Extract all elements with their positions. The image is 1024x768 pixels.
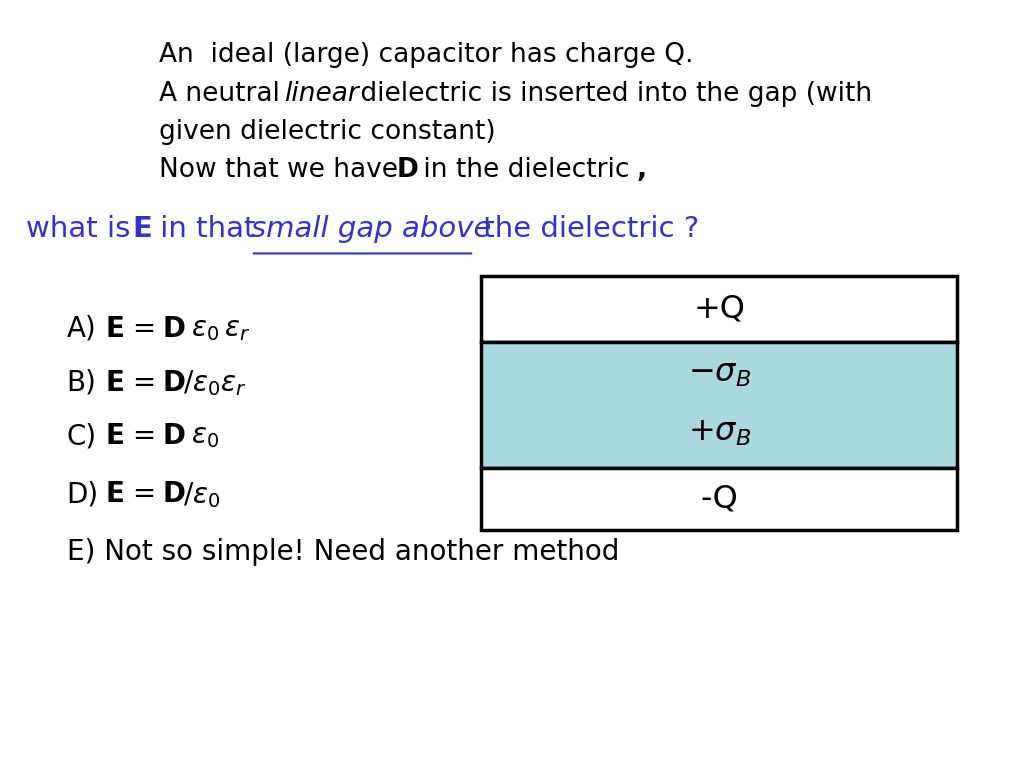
Text: A neutral: A neutral <box>159 81 288 107</box>
Text: dielectric is inserted into the gap (with: dielectric is inserted into the gap (wit… <box>352 81 872 107</box>
Text: in the dielectric: in the dielectric <box>415 157 629 184</box>
Text: =: = <box>124 315 165 343</box>
Text: $\varepsilon_0\,\varepsilon_r$: $\varepsilon_0\,\varepsilon_r$ <box>183 315 251 343</box>
Text: $-\sigma_B$: $-\sigma_B$ <box>688 358 751 389</box>
Bar <box>481 276 957 342</box>
Text: B): B) <box>67 369 96 396</box>
Bar <box>481 342 957 468</box>
Text: in that: in that <box>151 215 264 243</box>
Text: small gap above: small gap above <box>251 215 492 243</box>
Text: E: E <box>105 369 124 396</box>
Text: D): D) <box>67 480 98 508</box>
Text: An  ideal (large) capacitor has charge Q.: An ideal (large) capacitor has charge Q. <box>159 42 693 68</box>
Text: $/\varepsilon_0$: $/\varepsilon_0$ <box>183 480 220 510</box>
Text: D: D <box>163 480 185 508</box>
Text: linear: linear <box>284 81 358 107</box>
Text: =: = <box>124 369 165 396</box>
Text: E: E <box>105 315 124 343</box>
Text: D: D <box>163 315 185 343</box>
Text: D: D <box>396 157 418 184</box>
Text: given dielectric constant): given dielectric constant) <box>159 119 496 145</box>
Text: A): A) <box>67 315 96 343</box>
Text: +Q: +Q <box>693 293 745 325</box>
Text: ,: , <box>637 157 647 184</box>
Text: Now that we have: Now that we have <box>159 157 407 184</box>
Text: =: = <box>124 480 165 508</box>
Text: -Q: -Q <box>700 484 738 515</box>
Text: E: E <box>105 480 124 508</box>
Text: E: E <box>105 422 124 450</box>
Text: C): C) <box>67 422 96 450</box>
Text: what is: what is <box>26 215 139 243</box>
Text: $\varepsilon_0$: $\varepsilon_0$ <box>183 422 220 450</box>
Text: D: D <box>163 369 185 396</box>
Text: E) Not so simple! Need another method: E) Not so simple! Need another method <box>67 538 618 565</box>
Text: E: E <box>132 215 152 243</box>
Bar <box>481 468 957 530</box>
Text: =: = <box>124 422 165 450</box>
Text: $/\varepsilon_0\varepsilon_r$: $/\varepsilon_0\varepsilon_r$ <box>183 369 247 399</box>
Text: the dielectric ?: the dielectric ? <box>474 215 699 243</box>
Text: D: D <box>163 422 185 450</box>
Text: $+\sigma_B$: $+\sigma_B$ <box>688 418 751 449</box>
